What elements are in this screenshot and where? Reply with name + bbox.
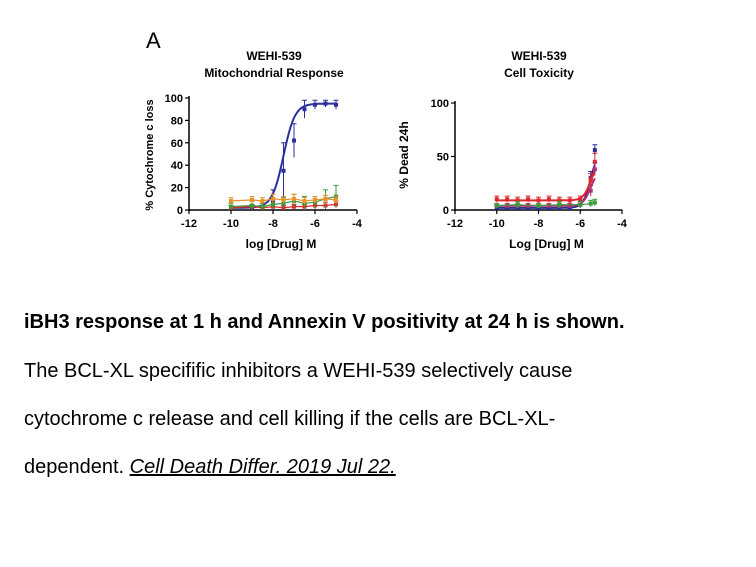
data-point: [567, 198, 572, 203]
x-tick-label: -6: [575, 218, 585, 230]
chart-title: WEHI-539: [511, 49, 567, 63]
data-point: [302, 199, 307, 204]
caption-line-2: cytochrome c release and cell killing if…: [24, 408, 556, 430]
y-tick-label: 0: [443, 205, 449, 217]
data-point: [505, 197, 510, 202]
data-point: [250, 197, 254, 202]
data-point: [526, 197, 531, 202]
data-point: [229, 204, 233, 209]
caption-line-3: dependent. Cell Death Differ. 2019 Jul 2…: [24, 456, 396, 479]
fit-curve: [230, 196, 337, 208]
data-point: [271, 202, 275, 207]
x-axis-label: Log [Drug] M: [509, 237, 584, 251]
data-point: [260, 199, 265, 204]
data-point: [592, 200, 597, 205]
caption-heading: iBH3 response at 1 h and Annexin V posit…: [24, 311, 625, 333]
series-4: [228, 193, 339, 205]
data-point: [323, 101, 328, 106]
x-tick-label: -10: [489, 218, 505, 230]
chart-1: WEHI-539 Mitochondrial Response -12 -10 -8 -6…: [144, 49, 363, 251]
data-point: [592, 167, 597, 172]
y-axis-label: % Dead 24h: [397, 121, 411, 188]
fit-curve: [230, 203, 337, 209]
data-point: [494, 203, 499, 208]
panel-label: A: [146, 28, 161, 53]
x-tick-label: -8: [534, 218, 544, 230]
data-point: [567, 203, 572, 208]
data-point: [292, 138, 296, 143]
series-1: [228, 99, 339, 210]
chart-2: WEHI-539 Cell Toxicity -12 -10 -8 -6 -4 0 50 100 L…: [397, 49, 628, 251]
figure: A WEHI-539 Mitochondrial Response -12 -10 -8…: [144, 28, 628, 251]
data-point: [536, 198, 541, 203]
y-tick-label: 60: [171, 138, 183, 150]
data-point: [592, 159, 597, 164]
fit-curve: [230, 198, 337, 202]
data-point: [557, 198, 562, 203]
data-point: [578, 197, 583, 202]
y-tick-label: 80: [171, 115, 183, 127]
citation-link[interactable]: Cell Death Differ. 2019 Jul 22.: [129, 456, 396, 478]
x-axis-label: log [Drug] M: [246, 237, 317, 251]
data-point: [588, 178, 593, 183]
data-point: [292, 196, 296, 201]
x-tick-label: -8: [268, 218, 278, 230]
x-tick-label: -10: [223, 218, 239, 230]
y-tick-label: 20: [171, 183, 183, 195]
data-point: [546, 197, 551, 202]
series-2: [494, 152, 598, 204]
data-point: [281, 197, 286, 202]
caption-line-3-text: dependent.: [24, 456, 130, 478]
data-point: [588, 188, 593, 193]
chart-subtitle: Mitochondrial Response: [204, 66, 344, 80]
data-point: [515, 202, 520, 207]
data-point: [250, 203, 254, 208]
y-tick-label: 50: [437, 152, 449, 164]
y-tick-label: 40: [171, 160, 183, 172]
data-point: [592, 148, 597, 153]
data-point: [323, 196, 328, 201]
x-tick-label: -4: [617, 218, 628, 230]
data-point: [494, 197, 499, 202]
data-point: [515, 198, 520, 203]
y-tick-label: 100: [165, 93, 183, 105]
data-point: [536, 203, 541, 208]
chart-subtitle: Cell Toxicity: [504, 66, 574, 80]
data-point: [313, 197, 317, 202]
y-tick-label: 100: [431, 98, 449, 110]
x-tick-label: -12: [181, 218, 197, 230]
y-axis-label: % Cytochrome c loss: [144, 99, 156, 210]
x-tick-label: -6: [310, 218, 320, 230]
data-point: [578, 202, 583, 207]
data-point: [588, 201, 593, 206]
caption-line-1: The BCL-XL specifific inhibitors a WEHI-…: [24, 360, 573, 382]
data-point: [271, 196, 275, 201]
data-point: [229, 199, 233, 204]
data-point: [334, 197, 338, 202]
series-4: [494, 198, 598, 208]
data-point: [334, 102, 338, 107]
data-point: [281, 168, 286, 173]
data-point: [260, 204, 265, 209]
data-point: [313, 102, 317, 107]
data-point: [557, 202, 562, 207]
chart-title: WEHI-539: [246, 49, 302, 63]
figure-svg: A WEHI-539 Mitochondrial Response -12 -10 -8…: [144, 28, 628, 251]
y-tick-label: 0: [177, 205, 183, 217]
x-tick-label: -4: [352, 218, 363, 230]
x-tick-label: -12: [447, 218, 463, 230]
data-point: [302, 107, 307, 112]
